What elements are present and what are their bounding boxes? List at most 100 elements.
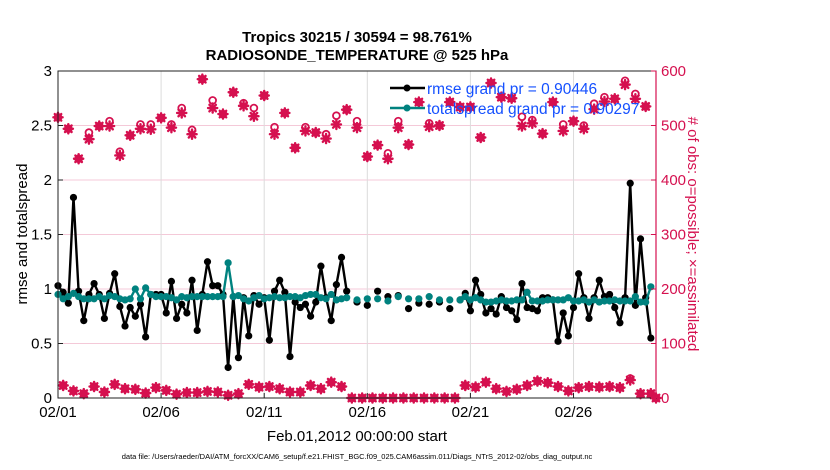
totalspread-point: [549, 296, 557, 304]
totalspread-point: [142, 284, 150, 292]
possible-count-marker: [259, 91, 269, 100]
rmse-point: [69, 193, 78, 202]
asterisk-center: [297, 389, 303, 395]
rmse-point: [291, 298, 299, 306]
possible-count-marker: [151, 383, 161, 392]
totalspread-point: [569, 297, 578, 305]
totalspread-point: [209, 293, 217, 301]
possible-count-marker: [476, 133, 486, 142]
asterisk-center: [364, 153, 370, 160]
asterisk-center: [251, 113, 257, 119]
rmse-point: [564, 332, 572, 340]
rmse-point: [131, 312, 139, 320]
possible-count-marker: [636, 389, 645, 398]
rmse-point: [636, 235, 645, 243]
totalspread-point: [626, 297, 634, 305]
asterisk-center: [550, 99, 556, 105]
asterisk-center: [509, 95, 515, 101]
possible-count-marker: [326, 377, 336, 387]
y-tick-label: 3: [44, 63, 52, 80]
rmse-point: [172, 314, 181, 323]
possible-count-marker: [136, 120, 145, 129]
rmse-point: [533, 307, 542, 315]
totalspread-point: [234, 291, 243, 300]
totalspread-point: [203, 293, 212, 301]
asterisk-center: [220, 111, 226, 117]
y-tick-label: 0: [44, 390, 52, 407]
possible-count-marker: [574, 383, 583, 392]
asterisk-center: [292, 145, 298, 151]
rmse-point: [518, 279, 526, 288]
possible-count-marker: [481, 377, 491, 387]
asterisk-center: [570, 118, 577, 124]
possible-count-marker: [213, 387, 223, 397]
possible-count-marker: [538, 129, 547, 138]
possible-count-marker: [316, 384, 326, 394]
x-axis-label: Feb.01,2012 00:00:00 start: [267, 428, 448, 445]
legend-rmse-marker: [403, 84, 411, 92]
asterisk-center: [210, 105, 216, 111]
totalspread-point: [642, 298, 650, 306]
possible-count-marker: [615, 383, 625, 392]
totalspread-point: [631, 293, 639, 301]
totalspread-point: [502, 297, 511, 305]
totalspread-point: [80, 295, 88, 303]
possible-count-marker: [208, 96, 217, 105]
y-tick-label: 0.5: [31, 336, 52, 353]
rmse-point: [136, 300, 145, 308]
rmse-point: [343, 287, 351, 295]
rmse-point: [116, 302, 124, 311]
rmse-point: [631, 301, 639, 309]
rmse-point: [466, 307, 475, 315]
totalspread-point: [513, 296, 521, 304]
y-right-tick-label: 600: [661, 63, 686, 80]
totalspread-point: [384, 297, 392, 305]
asterisk-center: [524, 382, 530, 389]
totalspread-point: [100, 295, 108, 303]
possible-count-marker: [311, 128, 321, 137]
totalspread-point: [193, 293, 201, 301]
asterisk-center: [596, 384, 602, 390]
totalspread-point: [214, 293, 222, 301]
possible-count-marker: [502, 387, 511, 396]
rmse-point: [425, 300, 433, 308]
asterisk-center: [287, 389, 293, 395]
grid: [58, 71, 656, 398]
possible-count-marker: [553, 382, 563, 391]
totalspread-line: [57, 261, 652, 304]
totalspread-point: [482, 298, 490, 306]
possible-count-marker: [589, 99, 599, 108]
asterisk-center: [271, 131, 278, 137]
rmse-point: [245, 332, 253, 340]
rmse-point: [203, 258, 212, 266]
totalspread-point: [157, 293, 165, 301]
asterisk-center: [617, 385, 623, 391]
asterisk-center: [158, 115, 164, 121]
rmse-point: [286, 352, 294, 361]
possible-count-marker: [74, 154, 83, 164]
rmse-point: [492, 310, 500, 318]
series-lines: [54, 179, 655, 372]
possible-count-marker: [156, 113, 166, 123]
possible-count-marker: [393, 116, 403, 126]
totalspread-point: [554, 296, 562, 304]
possible-count-marker: [512, 384, 522, 394]
totalspread-point: [188, 293, 196, 301]
totalspread-point: [446, 296, 454, 304]
rmse-point: [296, 303, 304, 312]
legend-totalspread-label: totalspread grand pr = 0.90297: [427, 101, 639, 118]
totalspread-point: [69, 289, 78, 297]
possible-count-marker: [234, 389, 243, 398]
assimilated-count-marker: [516, 120, 528, 132]
asterisk-center: [194, 389, 200, 396]
possible-count-marker: [69, 386, 78, 396]
assimilated-count-marker: [392, 121, 405, 134]
asterisk-center: [472, 384, 479, 390]
rmse-point: [188, 276, 196, 284]
totalspread-point: [435, 296, 444, 304]
y-right-tick-label: 400: [661, 172, 686, 189]
rmse-point: [281, 288, 289, 296]
rmse-point: [374, 287, 382, 295]
asterisk-center: [354, 125, 360, 131]
